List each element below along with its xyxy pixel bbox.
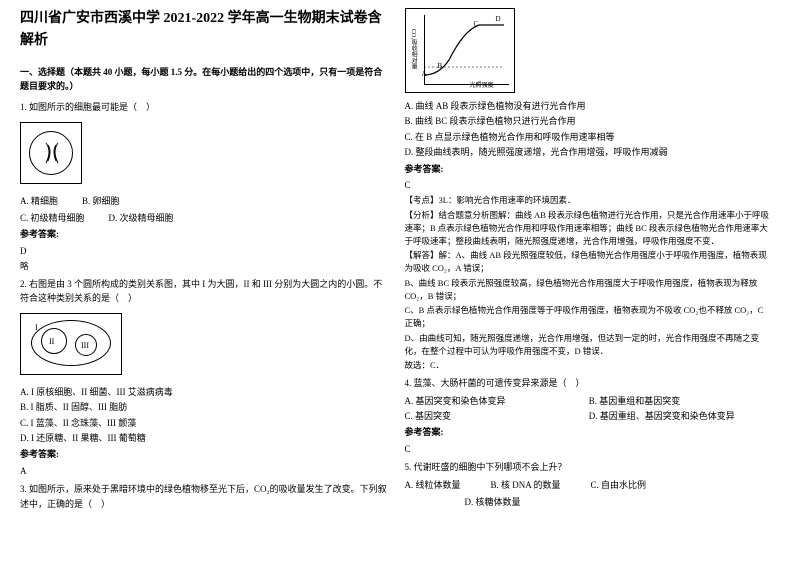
q5-optD: D. 核糖体数量 [465,497,521,507]
section-header: 一、选择题（本题共 40 小题，每小题 1.5 分。在每小题给出的四个选项中，只… [20,65,389,94]
q3-guxuan: 故选：C． [405,359,774,372]
q3-optD: D. 整段曲线表明，随光照强度递增，光合作用增强，呼吸作用减弱 [405,145,774,159]
q3-answer: C [405,178,774,192]
q3-jiedaB: B、曲线 BC 段表示光照强度较高，绿色植物光合作用强度大于呼吸作用强度，植物表… [405,277,774,303]
q4-optA: A. 基因突变和染色体变异 [405,394,589,408]
q3-answer-label: 参考答案: [405,162,774,176]
q5-optC: C. 自由水比例 [591,478,647,492]
chart-curve-icon [424,15,509,85]
q1-optC: C. 初级精母细胞 [20,211,85,225]
q3-jiedaD: D、由曲线可知，随光照强度递增，光合作用增强，但达到一定的时，光合作用强度不再随… [405,332,774,358]
right-column: CO₂吸收相对量 A B C D 光照强度 A. 曲线 AB 段表示绿色植物没有… [397,8,782,553]
q1-text: 1. 如图所示的细胞最可能是（ ） [20,100,389,114]
chart-x-label: 光照强度 [469,82,493,92]
venn-label-2: II [49,336,54,349]
q5-optB: B. 核 DNA 的数量 [491,478,561,492]
q3-jiedaC: C、B 点表示绿色植物光合作用强度等于呼吸作用强度，植物表现为不吸收 CO₂也不… [405,304,774,330]
q1-figure [20,122,82,184]
q5-options-row2: D. 核糖体数量 [405,495,774,509]
q1-optD: D. 次级精母细胞 [109,211,174,225]
q3-fenxi: 【分析】结合题意分析图解：曲线 AB 段表示绿色植物进行光合作用，只是光合作用速… [405,209,774,247]
q4-optC: C. 基因突变 [405,409,589,423]
q2-optD: D. I 还原糖、II 果糖、III 葡萄糖 [20,431,389,445]
q1-optA: A. 精细胞 [20,194,58,208]
q3-text: 3. 如图所示，原来处于黑暗环境中的绿色植物移至光下后，CO₂的吸收量发生了改变… [20,482,389,511]
chart-point-c: C [474,19,479,30]
q5-options-row1: A. 线粒体数量 B. 核 DNA 的数量 C. 自由水比例 [405,478,774,492]
chart-point-a: A [422,69,427,80]
q5-text: 5. 代谢旺盛的细胞中下列哪项不会上升？ [405,460,774,474]
document-title: 四川省广安市西溪中学 2021-2022 学年高一生物期末试卷含解析 [20,8,389,53]
q4-optD: D. 基因重组、基因突变和染色体变异 [589,409,773,423]
venn-label-3: III [81,340,89,353]
q4-optB: B. 基因重组和基因突变 [589,394,773,408]
chart-point-b: B [438,61,443,72]
left-column: 四川省广安市西溪中学 2021-2022 学年高一生物期末试卷含解析 一、选择题… [12,8,397,553]
q3-kaodian: 【考点】3L：影响光合作用速率的环境因素． [405,194,774,207]
q3-jieda: 【解答】解：A、曲线 AB 段光照强度较低，绿色植物光合作用强度小于呼吸作用强度… [405,249,774,275]
q4-text: 4. 蓝藻、大肠杆菌的可遗传变异来源是（ ） [405,376,774,390]
q2-optB: B. I 脂质、II 固醇、III 脂肪 [20,400,389,414]
q2-text: 2. 右图是由 3 个圆所构成的类别关系图，其中 I 为大圆，II 和 III … [20,277,389,306]
q4-answer-label: 参考答案: [405,425,774,439]
q3-chart: CO₂吸收相对量 A B C D 光照强度 [405,8,515,93]
chromosome-icon [43,141,61,173]
chart-y-label: CO₂吸收相对量 [408,29,418,69]
q1-optB: B. 卵细胞 [82,194,120,208]
chart-point-d: D [496,14,501,25]
q1-answer: D [20,244,389,258]
q1-answer-label: 参考答案: [20,227,389,241]
q3-optC: C. 在 B 点显示绿色植物光合作用和呼吸作用速率相等 [405,130,774,144]
q1-options-row1: A. 精细胞 B. 卵细胞 [20,194,389,208]
q1-note: 略 [20,260,389,273]
q3-optA: A. 曲线 AB 段表示绿色植物没有进行光合作用 [405,99,774,113]
q1-options-row2: C. 初级精母细胞 D. 次级精母细胞 [20,211,389,225]
q4-options: A. 基因突变和染色体变异 B. 基因重组和基因突变 C. 基因突变 D. 基因… [405,394,774,423]
q2-answer-label: 参考答案: [20,447,389,461]
q2-figure: I II III [20,313,122,375]
q2-optC: C. I 蓝藻、II 念珠藻、III 颤藻 [20,416,389,430]
q2-answer: A [20,464,389,478]
venn-label-1: I [35,322,38,335]
q2-optA: A. I 原核细胞、II 细菌、III 艾滋病病毒 [20,385,389,399]
q3-optB: B. 曲线 BC 段表示绿色植物只进行光合作用 [405,114,774,128]
q5-optA: A. 线粒体数量 [405,478,461,492]
q4-answer: C [405,442,774,456]
